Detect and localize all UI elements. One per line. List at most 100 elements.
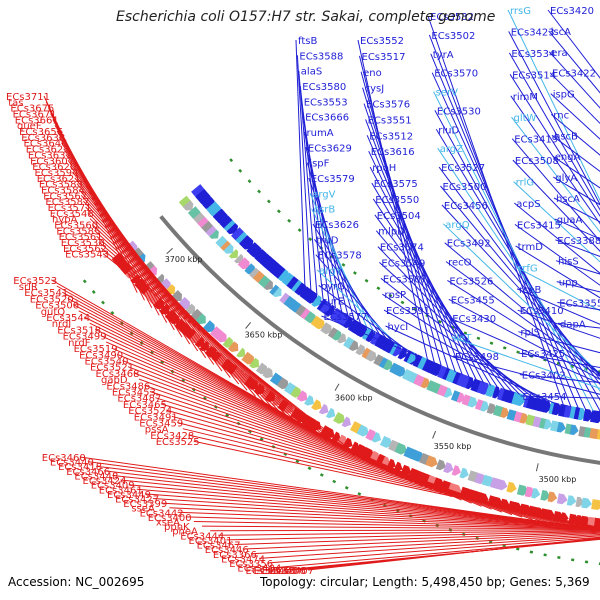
cog-category-block	[249, 357, 260, 369]
forward-gene-label: rseB	[519, 285, 541, 296]
reverse-gene-label: gabD	[101, 375, 128, 386]
cog-category-block	[241, 351, 255, 365]
cog-category-block	[214, 330, 227, 343]
reverse-gene-label: ECs3444	[180, 531, 224, 542]
forward-gene-label: acpS	[516, 199, 540, 210]
forward-gene-label: upp	[559, 278, 578, 289]
cog-category-block	[182, 200, 194, 211]
forward-gene-arrow	[583, 408, 593, 422]
cog-category-block	[355, 344, 366, 356]
reverse-gene-label: ppnK	[164, 522, 190, 533]
reverse-leader-line	[210, 529, 600, 532]
forward-leader-line	[507, 9, 600, 202]
reverse-gene-label: ECs3491	[134, 412, 178, 423]
forward-gene-label: ECs3626	[315, 220, 359, 231]
reverse-gene-label: xseA	[156, 518, 180, 529]
reverse-gene-label: ECs3486	[106, 381, 150, 392]
forward-gene-label: serV	[436, 88, 458, 99]
kbp-tick-label: 3650 kbp	[245, 331, 283, 340]
reverse-gene-label: ECs3490	[79, 350, 123, 361]
forward-gene-label: engA	[555, 152, 581, 163]
reverse-gene-label: ECs3561	[59, 232, 103, 243]
forward-leader-line	[318, 284, 408, 351]
reverse-gene-label: ECs3524	[128, 406, 172, 417]
kbp-tick-label: 3550 kbp	[434, 442, 472, 451]
forward-gene-label: rluD	[438, 125, 459, 136]
forward-leader-line	[431, 72, 587, 411]
forward-gene-label: ECs3507	[383, 274, 427, 285]
forward-leader-line	[508, 31, 600, 206]
reverse-gene-label: ECs3646	[24, 139, 68, 150]
forward-gene-label: argV	[312, 189, 335, 200]
reverse-gene-label: ECs3459	[139, 419, 183, 430]
forward-leader-line	[513, 181, 600, 263]
reverse-gene-label: ECs3428	[150, 431, 194, 442]
forward-gene-label: hisS	[558, 257, 579, 268]
reverse-gene-label: ECs3541	[24, 288, 68, 299]
forward-gene-label: glyA	[555, 173, 577, 184]
cog-category-block	[337, 333, 347, 344]
reverse-gene-label: ECs3623	[26, 145, 70, 156]
reverse-gene-label: ECs3366	[213, 550, 257, 561]
cog-category-block	[348, 340, 359, 351]
forward-leader-line	[359, 55, 435, 364]
reverse-gene-label: ECs3548	[50, 209, 94, 220]
forward-leader-line	[319, 300, 415, 355]
reverse-gene-label: ECs3466	[66, 467, 110, 478]
forward-gene-label: ECs3580	[302, 82, 346, 93]
forward-leader-line	[295, 39, 306, 287]
forward-leader-line	[450, 317, 600, 384]
forward-leader-line	[311, 208, 375, 333]
forward-leader-line	[382, 293, 542, 401]
forward-gene-label: ECs3616	[371, 147, 415, 158]
forward-leader-line	[516, 266, 600, 312]
forward-leader-line	[369, 166, 485, 384]
reverse-gene-label: ECs3585	[56, 226, 100, 237]
reverse-leader-line	[193, 521, 600, 530]
reverse-gene-label: ECs3661	[15, 115, 59, 126]
cog-category-block	[506, 481, 517, 493]
forward-gene-label: ECs3425	[521, 349, 565, 360]
cog-category-block	[290, 386, 302, 398]
cog-category-block	[497, 479, 508, 491]
reverse-gene-label: ECs3453	[112, 388, 156, 399]
reverse-gene-label: ECs3525	[156, 437, 200, 448]
kbp-tick-mark	[535, 463, 539, 472]
forward-gene-label: ECs3517	[362, 52, 406, 63]
reverse-gene-label: ECs3521	[90, 363, 134, 374]
forward-leader-line	[452, 355, 600, 395]
tick-dot-rings	[82, 158, 600, 565]
cog-category-block	[425, 455, 438, 468]
forward-gene-label: guaA	[557, 215, 583, 226]
forward-gene-label: ECs3422	[552, 69, 596, 80]
forward-gene-label: truD	[316, 235, 338, 246]
reverse-leader-line	[267, 536, 600, 564]
reverse-leader-line	[169, 507, 600, 529]
forward-gene-label: rrlG	[516, 178, 535, 189]
reverse-gene-label: ECs3405	[254, 566, 298, 577]
reverse-leader-line	[102, 253, 365, 461]
forward-gene-label: ECs3355	[559, 298, 600, 309]
kbp-tick-labels: 3700 kbp 3650 kbp 3600 kbp 3550 kbp 3500 kbp…	[165, 247, 577, 484]
cog-category-block	[332, 330, 342, 341]
forward-leader-line	[512, 159, 600, 252]
forward-gene-label: ECs3388	[557, 236, 600, 247]
cog-category-block	[276, 377, 289, 390]
cog-category-block	[556, 493, 568, 505]
forward-gene-label: ftsB	[298, 36, 317, 47]
forward-gene-arrow	[311, 295, 322, 307]
forward-gene-label: csrB	[314, 205, 336, 216]
reverse-gene-label: ECs3446	[205, 545, 249, 556]
cog-category-block	[443, 387, 453, 398]
forward-leader-line	[321, 315, 421, 358]
cog-category-block	[304, 395, 314, 406]
forward-leader-line	[433, 91, 594, 412]
reverse-gene-label: ECs3424	[83, 476, 127, 487]
forward-gene-label: rrfG	[518, 263, 537, 274]
reverse-gene-label: ECs3571	[48, 203, 92, 214]
forward-gene-label: ECs3534	[511, 49, 555, 60]
reverse-gene-label: ECs3675	[10, 104, 54, 115]
cog-category-block	[356, 424, 369, 437]
kbp-tick-label: 3500 kbp	[539, 475, 577, 484]
forward-gene-label: gltW	[514, 113, 537, 124]
